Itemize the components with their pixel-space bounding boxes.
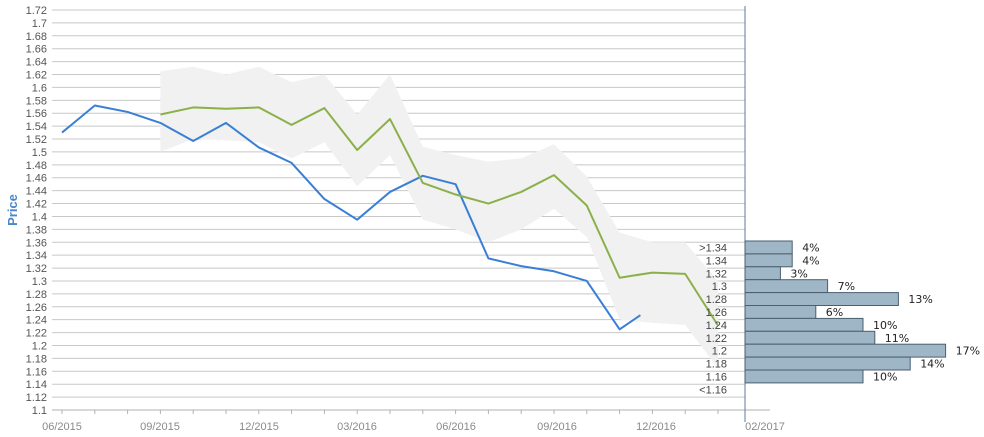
- distribution-bin-label: 1.28: [706, 294, 727, 306]
- distribution-bar: [744, 266, 781, 281]
- distribution-percent-label: 11%: [885, 332, 909, 345]
- y-tick-label: 1.66: [26, 44, 47, 56]
- distribution-percent-label: 14%: [920, 358, 944, 371]
- y-tick-label: 1.7: [32, 18, 47, 30]
- distribution-bar: [744, 369, 864, 384]
- distribution-bin-label: 1.16: [706, 371, 727, 383]
- x-tick-labels: 06/2015 09/2015 12/2015 03/2016 06/2016 09/20…: [42, 421, 785, 433]
- distribution-percent-label: 6%: [826, 306, 843, 319]
- y-tick-label: 1.52: [26, 134, 47, 146]
- distribution-percent-label: 4%: [802, 241, 819, 254]
- y-tick-labels: 1.11.121.141.161.181.21.221.241.261.281.…: [26, 5, 47, 417]
- y-tick-label: 1.14: [26, 379, 47, 391]
- distribution-percent-label: 10%: [873, 319, 897, 332]
- y-tick-label: 1.5: [32, 147, 47, 159]
- y-tick-label: 1.4: [32, 211, 47, 223]
- y-tick-label: 1.44: [26, 186, 47, 198]
- x-tick-label: 12/2015: [239, 421, 279, 433]
- distribution-histogram: >1.34 4% 1.34 4% 1.32 3% 1.3 7% 1.28 13% 1.26 6% 1.2…: [699, 240, 980, 396]
- distribution-bar: [744, 317, 864, 332]
- x-tick-label: 03/2016: [337, 421, 377, 433]
- y-tick-label: 1.46: [26, 173, 47, 185]
- y-tick-label: 1.3: [32, 276, 47, 288]
- distribution-bin-label: 1.18: [706, 359, 727, 371]
- y-tick-label: 1.6: [32, 82, 47, 94]
- y-tick-label: 1.12: [26, 392, 47, 404]
- distribution-bin-label: 1.22: [706, 333, 727, 345]
- distribution-bar: [744, 292, 899, 307]
- y-tick-label: 1.58: [26, 95, 47, 107]
- x-tick-label: 06/2015: [42, 421, 82, 433]
- y-tick-label: 1.48: [26, 160, 47, 172]
- y-tick-label: 1.32: [26, 263, 47, 275]
- distribution-bar: [744, 330, 876, 345]
- distribution-bin-label: 1.24: [706, 320, 727, 332]
- distribution-percent-label: 7%: [838, 280, 855, 293]
- distribution-bin-label: 1.2: [712, 346, 727, 358]
- y-tick-label: 1.36: [26, 237, 47, 249]
- x-tick-label: 02/2017: [745, 421, 785, 433]
- x-tick-label: 12/2016: [636, 421, 676, 433]
- y-tick-label: 1.56: [26, 108, 47, 120]
- y-axis-label: Price: [5, 194, 20, 226]
- y-tick-label: 1.62: [26, 70, 47, 82]
- series-lines: [61, 104, 719, 331]
- distribution-percent-label: 10%: [873, 370, 897, 383]
- distribution-bin-label: 1.26: [706, 307, 727, 319]
- distribution-percent-label: 3%: [790, 267, 807, 280]
- distribution-bar: [744, 240, 793, 255]
- grid-lines: [52, 9, 745, 411]
- distribution-percent-label: 13%: [908, 293, 932, 306]
- y-tick-label: 1.24: [26, 315, 47, 327]
- x-tick-label: 09/2015: [140, 421, 180, 433]
- distribution-bin-label: 1.3: [712, 281, 727, 293]
- distribution-bin-label: 1.34: [706, 255, 727, 267]
- y-tick-label: 1.26: [26, 302, 47, 314]
- axes: [52, 6, 770, 422]
- distribution-bin-label: >1.34: [699, 242, 727, 254]
- forecast-band: [160, 66, 718, 369]
- y-tick-label: 1.42: [26, 199, 47, 211]
- x-tick-label: 06/2016: [436, 421, 476, 433]
- y-tick-label: 1.68: [26, 31, 47, 43]
- y-tick-label: 1.64: [26, 57, 47, 69]
- x-tick-label: 09/2016: [537, 421, 577, 433]
- distribution-bar: [744, 253, 793, 268]
- y-tick-label: 1.72: [26, 5, 47, 17]
- y-tick-label: 1.54: [26, 121, 47, 133]
- y-tick-label: 1.22: [26, 328, 47, 340]
- y-tick-label: 1.38: [26, 224, 47, 236]
- price-line: [61, 104, 641, 331]
- distribution-bar: [744, 356, 911, 371]
- y-tick-label: 1.2: [32, 340, 47, 352]
- y-tick-label: 1.16: [26, 366, 47, 378]
- y-tick-label: 1.18: [26, 353, 47, 365]
- distribution-bin-label: 1.32: [706, 268, 727, 280]
- distribution-bar: [744, 343, 947, 358]
- y-tick-label: 1.28: [26, 289, 47, 301]
- distribution-bar: [744, 305, 817, 319]
- distribution-bin-label: <1.16: [699, 384, 727, 396]
- y-tick-label: 1.1: [32, 405, 47, 417]
- forecast-band-area: [160, 66, 718, 369]
- distribution-percent-label: 17%: [956, 345, 980, 358]
- distribution-bar: [744, 279, 829, 294]
- y-tick-label: 1.34: [26, 250, 47, 262]
- distribution-percent-label: 4%: [802, 254, 819, 267]
- forecast-line: [160, 106, 719, 327]
